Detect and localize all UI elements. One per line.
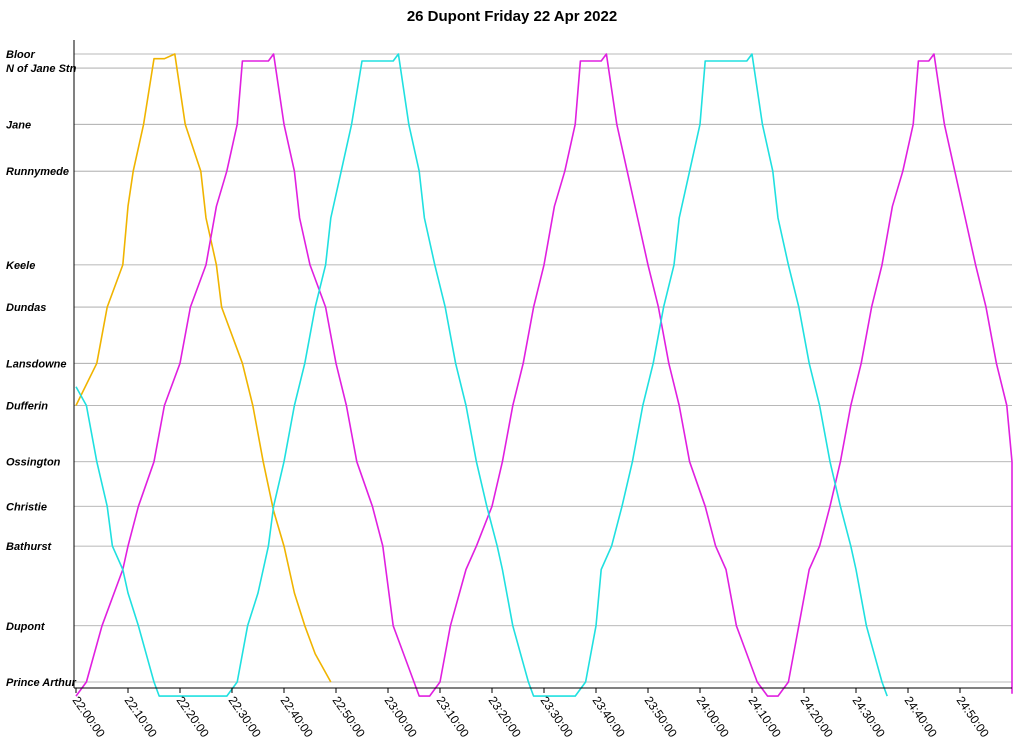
series-line — [75, 53, 888, 697]
series-line — [75, 53, 332, 683]
x-tick-label: 24:50:00 — [954, 694, 992, 741]
x-tick-label: 22:30:00 — [226, 694, 264, 741]
x-tick-label: 23:20:00 — [486, 694, 524, 741]
x-tick-label: 22:00:00 — [70, 694, 108, 741]
y-tick-label: Bloor — [6, 49, 35, 61]
grid-lines — [74, 53, 1012, 683]
x-tick-label: 22:40:00 — [278, 694, 316, 741]
y-tick-label: Dundas — [6, 302, 46, 314]
x-axis-labels: 22:00:00 22:10:00 22:20:00 22:30:00 22:40:00… — [70, 694, 992, 741]
x-tick-label: 24:40:00 — [902, 694, 940, 741]
series-lines — [75, 53, 1013, 697]
y-tick-label: Christie — [6, 501, 47, 513]
x-tick-label: 24:00:00 — [694, 694, 732, 741]
x-tick-label: 24:20:00 — [798, 694, 836, 741]
y-tick-label: Runnymede — [6, 166, 69, 178]
x-tick-label: 23:50:00 — [642, 694, 680, 741]
x-tick-label: 24:30:00 — [850, 694, 888, 741]
x-tick-label: 23:30:00 — [538, 694, 576, 741]
x-tick-label: 23:00:00 — [382, 694, 420, 741]
y-tick-label: N of Jane Stn — [6, 63, 77, 75]
y-tick-label: Bathurst — [6, 541, 53, 553]
axes — [73, 40, 1012, 693]
y-tick-label: Ossington — [6, 457, 61, 469]
y-tick-label: Prince Arthur — [6, 677, 77, 689]
series-line — [75, 53, 1013, 697]
x-tick-label: 22:10:00 — [122, 694, 160, 741]
x-tick-label: 22:50:00 — [330, 694, 368, 741]
y-tick-label: Dupont — [6, 621, 46, 633]
x-tick-label: 24:10:00 — [746, 694, 784, 741]
x-tick-label: 22:20:00 — [174, 694, 212, 741]
y-tick-label: Dufferin — [6, 400, 48, 412]
y-axis-labels: Bloor N of Jane Stn Jane Runnymede Keele Dund… — [6, 49, 77, 689]
chart-title: 26 Dupont Friday 22 Apr 2022 — [406, 8, 618, 25]
x-tick-label: 23:10:00 — [434, 694, 472, 741]
y-tick-label: Jane — [6, 119, 31, 131]
y-tick-label: Lansdowne — [6, 358, 67, 370]
y-tick-label: Keele — [6, 260, 35, 272]
x-tick-label: 23:40:00 — [590, 694, 628, 741]
